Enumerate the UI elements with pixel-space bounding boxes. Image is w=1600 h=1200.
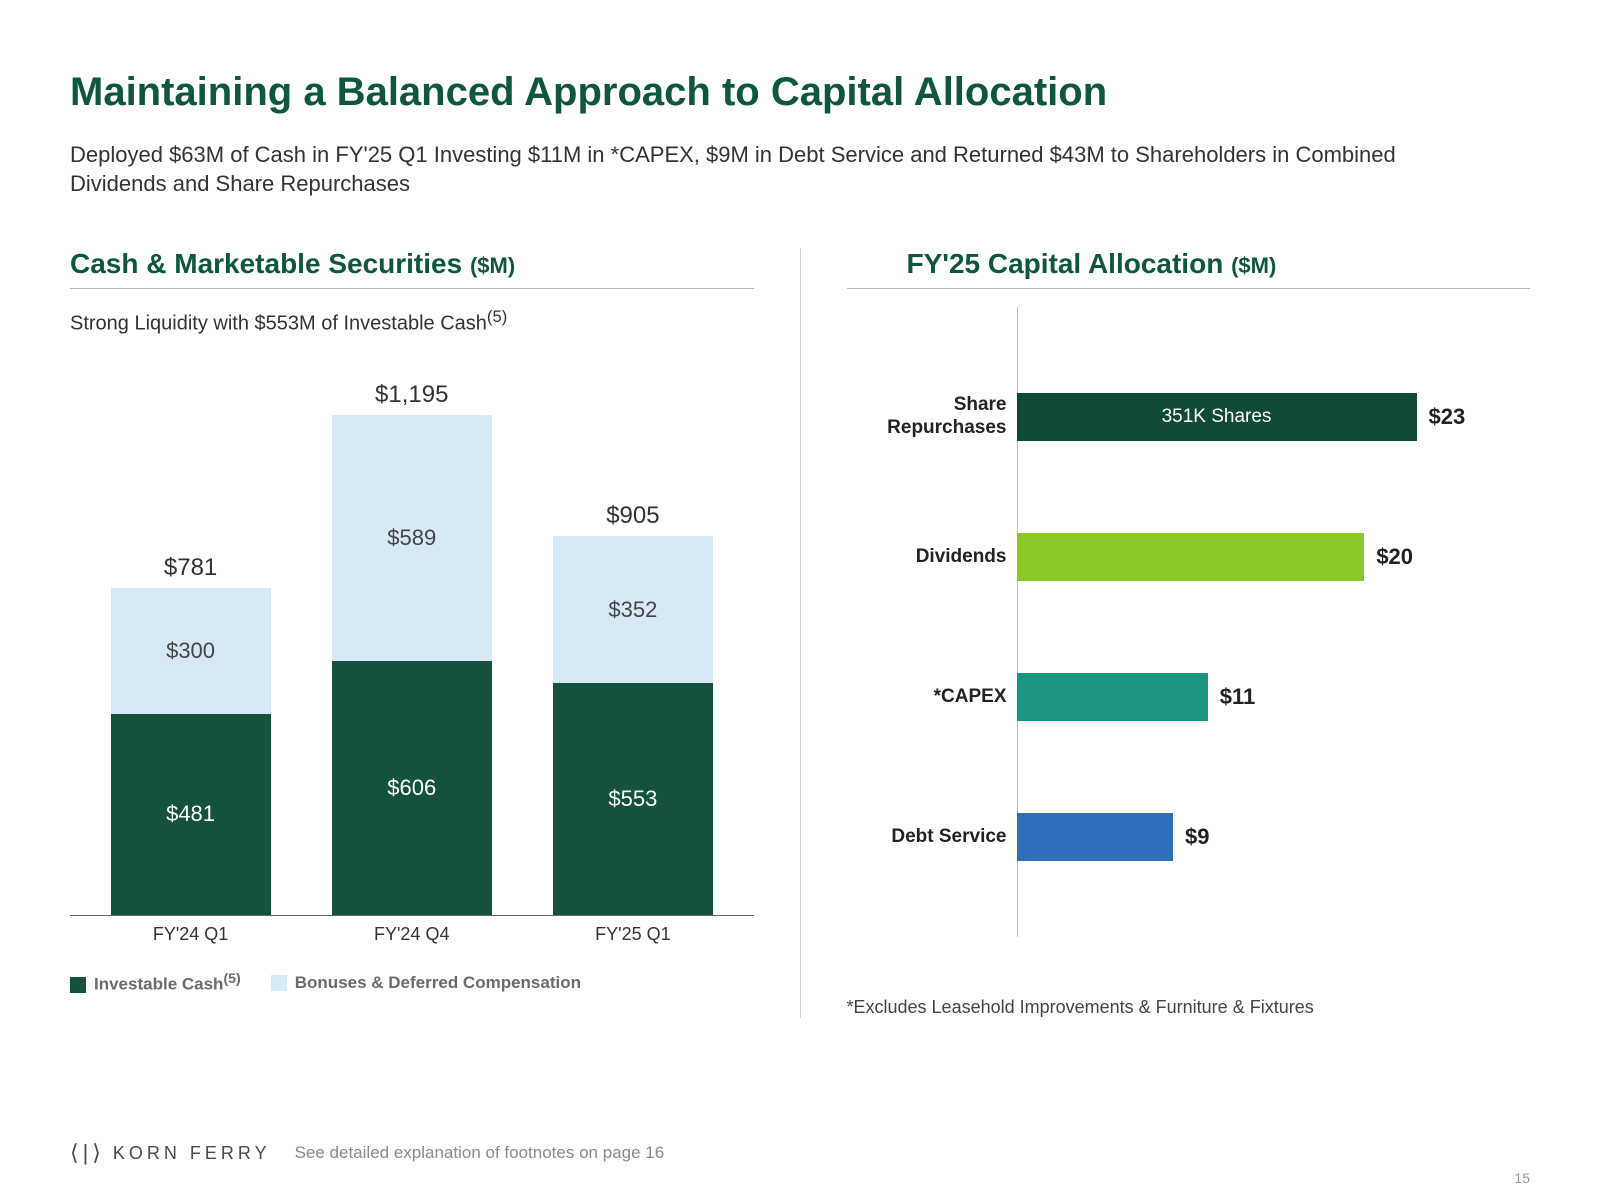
stacked-bar-column: $905 $352$553	[533, 356, 732, 915]
bar-segment-bottom: $606	[332, 661, 492, 915]
left-chart-title-unit: ($M)	[470, 253, 515, 278]
hbar-bar	[1017, 673, 1208, 721]
xaxis-label: FY'24 Q1	[91, 924, 290, 945]
stacked-legend: Investable Cash(5) Bonuses & Deferred Com…	[70, 971, 754, 995]
left-chart-panel: Cash & Marketable Securities ($M) Strong…	[70, 248, 754, 1018]
stacked-bar-chart: $781 $300$481 $1,195 $589$606 $905 $352$553	[70, 356, 754, 916]
company-name: KORN FERRY	[113, 1143, 271, 1164]
hbar-row: Debt Service$9	[1017, 767, 1531, 907]
hbar-row: Dividends$20	[1017, 487, 1531, 627]
bar-segment-top: $352	[553, 536, 713, 683]
hbar-bar	[1017, 533, 1365, 581]
right-chart-title: FY'25 Capital Allocation ($M)	[847, 248, 1531, 289]
footnote-text: See detailed explanation of footnotes on…	[295, 1143, 665, 1163]
hbar-value-label: $20	[1376, 544, 1413, 570]
bar-segment-top: $589	[332, 415, 492, 661]
right-chart-title-text: FY'25 Capital Allocation	[907, 248, 1232, 279]
hbar-row: Share Repurchases351K Shares$23	[1017, 347, 1531, 487]
hbar-category-label: Share Repurchases	[847, 394, 1007, 440]
bar-total-label: $781	[164, 554, 217, 582]
right-chart-panel: FY'25 Capital Allocation ($M) Share Repu…	[847, 248, 1531, 1018]
footer: ⟨|⟩ KORN FERRY See detailed explanation …	[70, 1140, 1530, 1166]
hbar-value-label: $9	[1185, 824, 1209, 850]
right-chart-footnote: *Excludes Leasehold Improvements & Furni…	[847, 997, 1531, 1018]
hbar-category-label: *CAPEX	[847, 686, 1007, 709]
page-number: 15	[1514, 1170, 1530, 1186]
bar-segment-bottom: $481	[111, 714, 271, 915]
stacked-xaxis: FY'24 Q1 FY'24 Q4 FY'25 Q1	[70, 916, 754, 945]
left-chart-note-text: Strong Liquidity with $553M of Investabl…	[70, 313, 487, 335]
horizontal-bar-chart: Share Repurchases351K Shares $23 Dividends…	[847, 307, 1531, 977]
hbar-bar: 351K Shares	[1017, 393, 1417, 441]
legend-item: Bonuses & Deferred Compensation	[271, 973, 581, 993]
hbar-value-label: $11	[1220, 684, 1256, 710]
hbar-row: *CAPEX$11	[1017, 627, 1531, 767]
panel-divider	[800, 248, 801, 1018]
left-chart-note-sup: (5)	[487, 307, 507, 326]
bar-total-label: $1,195	[375, 381, 448, 409]
legend-label: Bonuses & Deferred Compensation	[295, 973, 581, 992]
company-logo: ⟨|⟩ KORN FERRY	[70, 1140, 271, 1166]
bar-segment-top: $300	[111, 588, 271, 714]
bar-segment-bottom: $553	[553, 683, 713, 914]
legend-item: Investable Cash(5)	[70, 971, 241, 995]
logo-mark-icon: ⟨|⟩	[70, 1140, 105, 1166]
right-chart-title-unit: ($M)	[1231, 253, 1276, 278]
legend-sup: (5)	[223, 971, 240, 987]
stacked-bar-column: $781 $300$481	[91, 356, 290, 915]
hbar-bar	[1017, 813, 1174, 861]
bar-total-label: $905	[606, 502, 659, 530]
hbar-category-label: Dividends	[847, 546, 1007, 569]
charts-row: Cash & Marketable Securities ($M) Strong…	[70, 248, 1530, 1018]
left-chart-note: Strong Liquidity with $553M of Investabl…	[70, 307, 754, 336]
left-chart-title-text: Cash & Marketable Securities	[70, 248, 470, 279]
legend-swatch	[70, 977, 86, 993]
hbar-value-label: $23	[1429, 404, 1466, 430]
page-title: Maintaining a Balanced Approach to Capit…	[70, 70, 1530, 115]
hbar-category-label: Debt Service	[847, 826, 1007, 849]
xaxis-label: FY'24 Q4	[312, 924, 511, 945]
xaxis-label: FY'25 Q1	[533, 924, 732, 945]
legend-label: Investable Cash	[94, 975, 223, 994]
legend-swatch	[271, 975, 287, 991]
left-chart-title: Cash & Marketable Securities ($M)	[70, 248, 754, 289]
stacked-bar-column: $1,195 $589$606	[312, 356, 511, 915]
page-subtitle: Deployed $63M of Cash in FY'25 Q1 Invest…	[70, 141, 1470, 198]
